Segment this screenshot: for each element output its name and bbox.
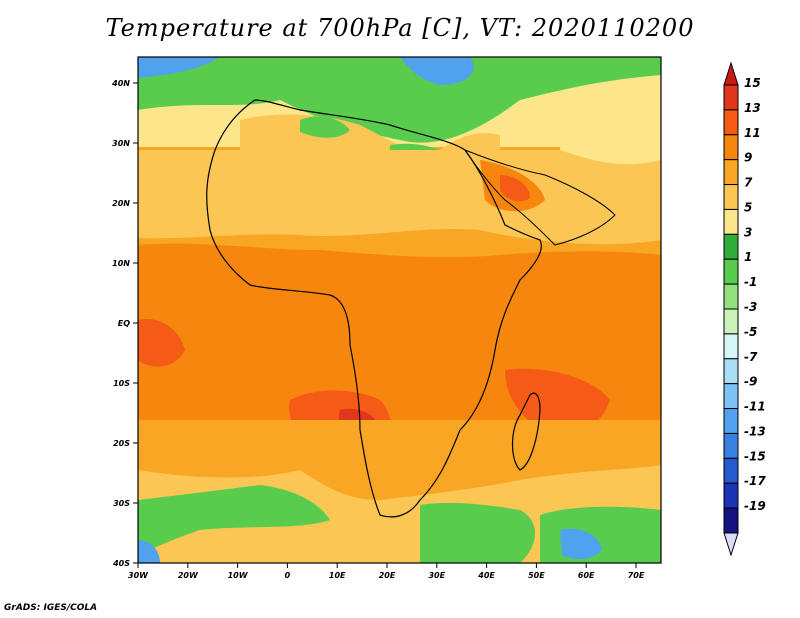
lon-label: 70E (628, 571, 645, 580)
colorbar-label: -11 (744, 400, 766, 414)
grads-credit: GrADS: IGES/COLA (4, 603, 98, 613)
colorbar-label: -19 (744, 499, 766, 513)
chart-title: Temperature at 700hPa [C], VT: 202011020… (105, 14, 695, 42)
colorbar-label: -5 (744, 325, 757, 339)
longitude-axis: 30W 20W 10W 0 10E 20E 30E 40E 50E 60E 70E (128, 563, 645, 580)
lon-label: 50E (528, 571, 545, 580)
map-frame (137, 56, 662, 564)
colorbar-label: -1 (744, 275, 757, 289)
colorbar-swatch (723, 383, 739, 410)
lon-label: 30E (428, 571, 445, 580)
colorbar-swatch (723, 184, 739, 210)
colorbar-swatch (723, 208, 739, 235)
arabia-outline (463, 148, 616, 246)
colorbar-swatch (723, 233, 739, 260)
colorbar-swatch (723, 109, 739, 136)
colorbar-swatch (723, 258, 739, 285)
lon-label: 60E (578, 571, 595, 580)
lon-label: 40E (477, 571, 495, 580)
colorbar-label: 5 (744, 200, 752, 214)
colorbar-top-arrow (723, 61, 739, 86)
lon-label: 10E (329, 571, 346, 580)
lat-label: 20N (112, 199, 130, 208)
colorbar-bottom-arrow (723, 532, 739, 557)
colorbar-swatch (723, 507, 739, 534)
lon-label: 20W (178, 571, 199, 580)
coastline (206, 99, 542, 518)
colorbar-label: 9 (744, 151, 752, 165)
colorbar-swatch (723, 159, 739, 186)
colorbar-swatch (723, 408, 739, 434)
colorbar-swatch (723, 134, 739, 161)
lon-label: 20E (379, 571, 396, 580)
colorbar-label: -3 (744, 300, 757, 314)
colorbar-label: -7 (744, 350, 758, 364)
lat-label: 30N (112, 139, 130, 148)
lon-label: 0 (285, 571, 291, 580)
colorbar-label: -17 (744, 474, 766, 488)
colorbar-label: 11 (744, 126, 761, 140)
lon-label: 10W (228, 571, 249, 580)
colorbar-swatch (723, 84, 739, 111)
colorbar-label: -15 (744, 449, 766, 463)
colorbar-label: 15 (744, 76, 761, 90)
colorbar-label: -13 (744, 424, 766, 438)
madagascar-outline (511, 392, 541, 471)
lat-label: 40N (111, 79, 130, 88)
lat-label: 40S (112, 559, 130, 568)
lat-label: EQ (118, 319, 130, 328)
colorbar-swatch (723, 432, 739, 459)
colorbar-label: 3 (744, 225, 752, 239)
colorbar-swatch (723, 482, 739, 509)
colorbar-swatch (723, 358, 739, 385)
lon-label: 30W (128, 571, 149, 580)
lat-label: 30S (113, 499, 130, 508)
colorbar-swatch (723, 308, 739, 335)
latitude-axis: 40N 30N 20N 10N EQ 10S 20S 30S 40S (111, 79, 138, 568)
temperature-field (138, 57, 661, 563)
lat-label: 10S (113, 379, 130, 388)
colorbar-label: 7 (744, 176, 753, 190)
colorbar-swatch (723, 457, 739, 484)
colorbar-swatch (723, 333, 739, 360)
colorbar-label: -9 (744, 375, 757, 389)
colorbar-label: 1 (744, 250, 752, 264)
colorbar-label: 13 (744, 101, 761, 115)
colorbar-swatch (723, 283, 739, 310)
lat-label: 10N (112, 259, 130, 268)
lat-label: 20S (113, 439, 130, 448)
colorbar: 15 13 11 9 7 5 3 1 -1 -3 -5 -7 -9 -11 -13 -15 -17 -19 (723, 61, 766, 557)
